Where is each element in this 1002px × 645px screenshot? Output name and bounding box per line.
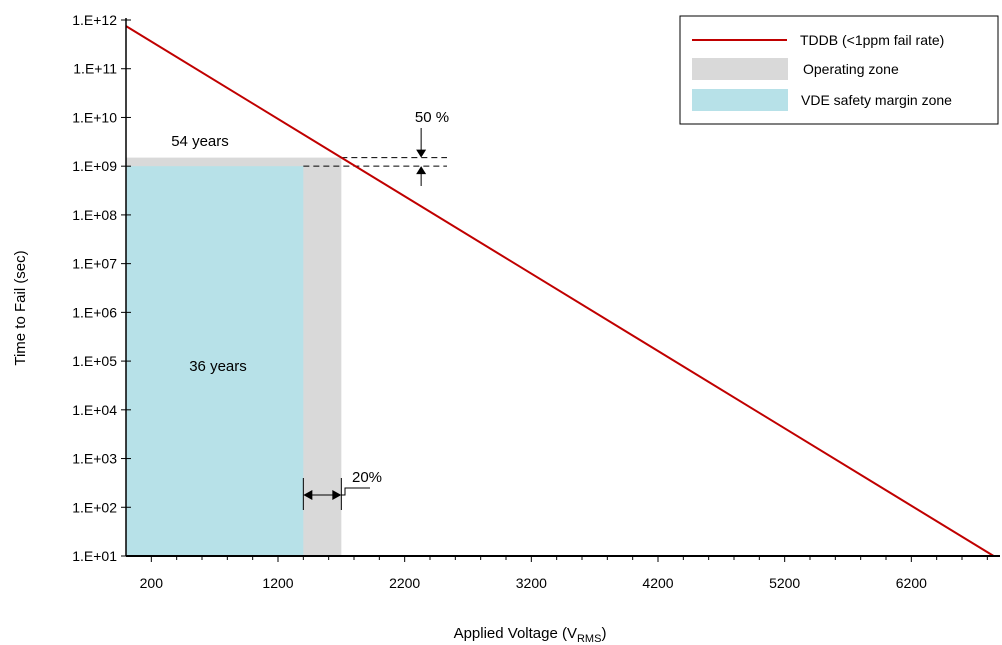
arrow-50-up-head <box>416 166 427 175</box>
arrow-50-down-head <box>416 149 427 158</box>
y-tick-label: 1.E+03 <box>72 451 117 467</box>
x-tick-label: 5200 <box>769 575 800 591</box>
legend-label-vde: VDE safety margin zone <box>801 92 952 108</box>
y-tick-label: 1.E+06 <box>72 304 117 320</box>
x-tick-label: 1200 <box>262 575 293 591</box>
x-axis-title-subscript: RMS <box>577 633 601 645</box>
y-tick-label: 1.E+01 <box>72 548 117 564</box>
legend-label-tddb: TDDB (<1ppm fail rate) <box>800 32 944 48</box>
dimension-markers <box>302 128 447 510</box>
annotations-layer: 54 years 36 years 50 % 20% <box>171 109 449 486</box>
x-tick-label: 200 <box>140 575 164 591</box>
series-layer <box>125 25 995 557</box>
annotation-50-percent: 50 % <box>415 109 449 126</box>
dim-20-right-head <box>332 490 342 500</box>
x-axis-title-main: Applied Voltage (V <box>454 625 577 642</box>
zones-layer <box>126 157 342 556</box>
y-tick-label: 1.E+11 <box>73 61 117 77</box>
y-tick-label: 1.E+05 <box>72 353 117 369</box>
x-tick-label: 2200 <box>389 575 420 591</box>
x-tick-label: 6200 <box>896 575 927 591</box>
legend-swatch-operating <box>692 58 788 80</box>
y-tick-label: 1.E+10 <box>72 109 117 125</box>
annotation-54-years: 54 years <box>171 133 229 150</box>
dim-20-left-head <box>303 490 313 500</box>
x-axis-title-close: ) <box>601 625 606 642</box>
y-tick-label: 1.E+09 <box>72 158 117 174</box>
annotation-20-percent: 20% <box>352 469 382 486</box>
tddb-line <box>125 25 995 557</box>
dim-20-leader <box>341 487 370 496</box>
y-tick-label: 1.E+08 <box>72 207 117 223</box>
legend-swatch-vde <box>692 89 788 111</box>
x-tick-label: 4200 <box>642 575 673 591</box>
x-axis-title: Applied Voltage (VRMS) <box>454 625 607 645</box>
y-tick-label: 1.E+02 <box>72 499 117 515</box>
axes-layer: 1.E+01 1.E+02 1.E+03 1.E+04 1.E+05 1.E+06 1.E+… <box>72 12 1000 591</box>
y-tick-label: 1.E+12 <box>72 12 117 28</box>
y-tick-label: 1.E+04 <box>72 402 117 418</box>
annotation-36-years: 36 years <box>189 358 247 375</box>
y-axis-title: Time to Fail (sec) <box>12 250 29 365</box>
vde-safety-zone-rect <box>126 166 304 556</box>
legend-label-operating: Operating zone <box>803 61 899 77</box>
x-tick-label: 3200 <box>516 575 547 591</box>
legend: TDDB (<1ppm fail rate) Operating zone VD… <box>679 15 999 125</box>
y-tick-label: 1.E+07 <box>72 256 117 272</box>
